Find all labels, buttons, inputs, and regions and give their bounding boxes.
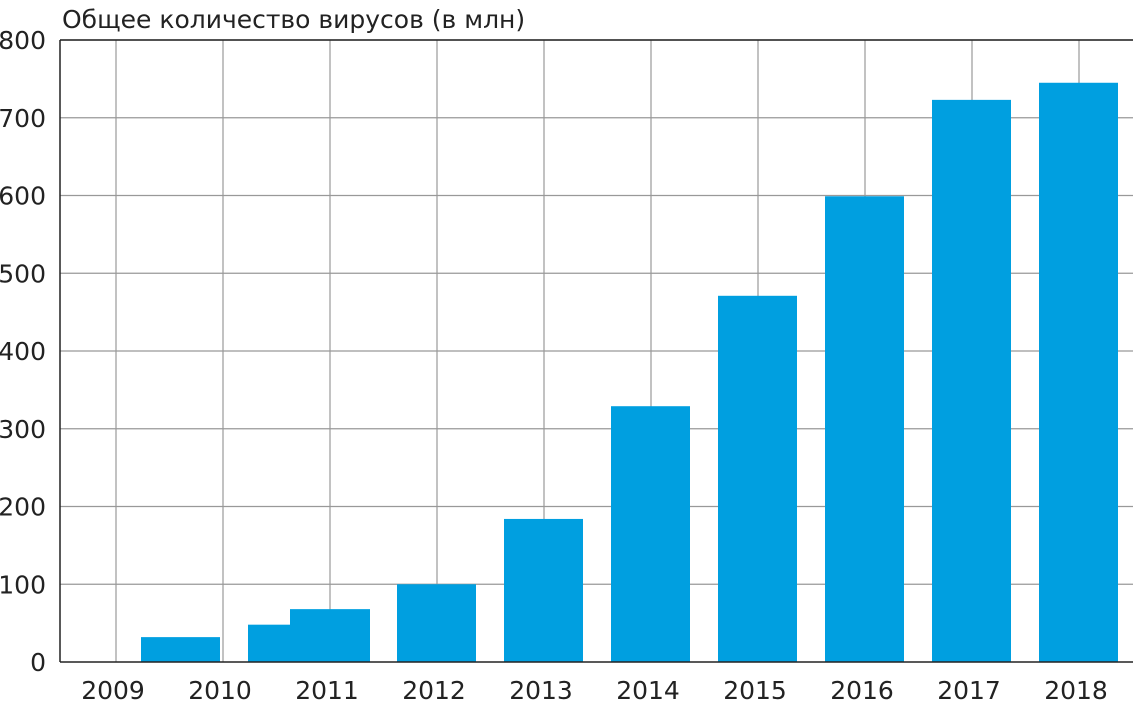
bar-2012 [397, 584, 476, 662]
x-tick-label: 2014 [616, 676, 680, 705]
y-tick-label: 400 [0, 337, 46, 366]
y-tick-label: 600 [0, 182, 46, 211]
y-tick-label: 300 [0, 415, 46, 444]
x-tick-label: 2016 [830, 676, 894, 705]
y-tick-label: 200 [0, 493, 46, 522]
bar-2011 [290, 609, 370, 662]
x-tick-label: 2018 [1044, 676, 1108, 705]
y-tick-label: 500 [0, 259, 46, 288]
x-tick-label: 2017 [937, 676, 1001, 705]
x-tick-label: 2013 [509, 676, 573, 705]
bar-2018 [1039, 82, 1118, 662]
bar-2010 [141, 637, 220, 662]
bar-2013 [504, 518, 583, 662]
x-tick-label: 2015 [723, 676, 787, 705]
y-tick-label: 800 [0, 26, 46, 55]
x-tick-label: 2010 [188, 676, 252, 705]
bar-2011-step [248, 624, 291, 662]
bar-2014 [611, 406, 690, 662]
bar-2017 [932, 99, 1011, 663]
chart-title: Общее количество вирусов (в млн) [62, 5, 525, 34]
y-tick-label: 700 [0, 104, 46, 133]
bar-2015 [718, 295, 797, 662]
x-tick-label: 2012 [402, 676, 466, 705]
x-tick-label: 2009 [81, 676, 145, 705]
y-tick-label: 0 [30, 648, 46, 677]
x-tick-label: 2011 [295, 676, 359, 705]
bar-2016 [825, 196, 904, 662]
y-tick-label: 100 [0, 570, 46, 599]
